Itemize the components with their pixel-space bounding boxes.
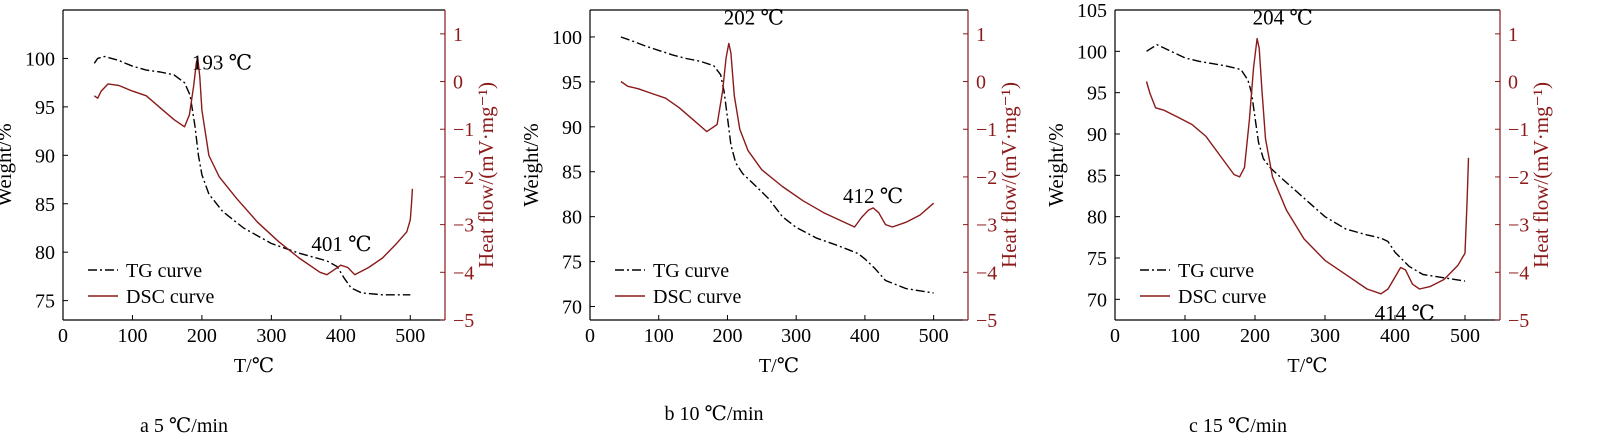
x-tick-label: 0 xyxy=(585,325,595,347)
x-axis-label: T/℃ xyxy=(1287,355,1327,377)
figure-caption: a 5 ℃/min xyxy=(140,415,228,437)
y-left-tick-label: 75 xyxy=(35,291,55,313)
x-tick-label: 100 xyxy=(644,325,674,347)
y-right-tick-label: 1 xyxy=(1508,24,1518,46)
dsc-curve-line xyxy=(620,42,935,228)
tg-curve-line xyxy=(1146,44,1466,282)
y-right-tick-label: −2 xyxy=(976,167,997,189)
x-tick-label: 200 xyxy=(187,325,217,347)
y-right-tick-label: −2 xyxy=(1508,167,1529,189)
dsc-curve-line xyxy=(93,57,414,276)
x-tick-label: 200 xyxy=(1240,325,1270,347)
y-right-tick-label: −1 xyxy=(453,119,474,141)
peak-annotation: 193 ℃ xyxy=(192,51,252,75)
tg-curve-line xyxy=(93,55,411,296)
y-left-tick-label: 70 xyxy=(1087,289,1107,311)
legend-label-tg: TG curve xyxy=(126,260,202,282)
peak-annotation: 204 ℃ xyxy=(1253,5,1313,29)
y-left-axis-label: Weight/% xyxy=(0,123,16,206)
y-right-tick-label: −2 xyxy=(453,167,474,189)
peak-annotation: 412 ℃ xyxy=(843,184,903,208)
x-tick-label: 0 xyxy=(58,325,68,347)
chart-panel-b: 0 100 200 300 400 500 70 75 80 85 90 95 100 −5 −4 −3 −2 −… xyxy=(519,5,1021,425)
x-tick-label: 100 xyxy=(1170,325,1200,347)
y-left-tick-label: 75 xyxy=(562,252,582,274)
x-axis-label: T/℃ xyxy=(234,355,274,377)
legend-label-dsc: DSC curve xyxy=(653,286,741,308)
y-right-tick-label: −5 xyxy=(453,310,474,332)
y-left-tick-label: 90 xyxy=(562,117,582,139)
y-left-tick-label: 80 xyxy=(1087,207,1107,229)
legend-label-dsc: DSC curve xyxy=(1178,286,1266,308)
x-tick-label: 300 xyxy=(781,325,811,347)
x-tick-label: 300 xyxy=(256,325,286,347)
y-right-tick-label: −3 xyxy=(1508,215,1529,237)
y-left-tick-label: 95 xyxy=(35,97,55,119)
x-tick-label: 500 xyxy=(1450,325,1480,347)
y-right-tick-label: −4 xyxy=(1508,262,1529,284)
peak-annotation: 202 ℃ xyxy=(724,5,784,29)
y-right-tick-label: −4 xyxy=(976,262,997,284)
y-left-tick-label: 95 xyxy=(1087,83,1107,105)
dsc-curve-line xyxy=(1145,37,1470,295)
x-tick-label: 400 xyxy=(1380,325,1410,347)
peak-annotation: 401 ℃ xyxy=(311,232,371,256)
y-left-tick-label: 80 xyxy=(562,207,582,229)
legend-label-dsc: DSC curve xyxy=(126,286,214,308)
x-tick-label: 400 xyxy=(326,325,356,347)
y-left-axis-label: Weight/% xyxy=(1044,123,1068,206)
chart-panel-c: 0 100 200 300 400 500 70 75 80 85 90 95 100 105 −5 −4 −3… xyxy=(1044,0,1553,437)
x-tick-label: 400 xyxy=(850,325,880,347)
y-right-tick-label: −5 xyxy=(1508,310,1529,332)
peak-annotation: 414 ℃ xyxy=(1375,301,1435,325)
y-left-tick-label: 100 xyxy=(552,27,582,49)
y-left-axis-label: Weight/% xyxy=(519,123,543,206)
y-right-tick-label: 0 xyxy=(453,72,463,94)
x-tick-label: 300 xyxy=(1310,325,1340,347)
y-right-axis-label: Heat flow/(mV·mg⁻¹) xyxy=(1529,82,1553,268)
figure-caption: b 10 ℃/min xyxy=(664,403,763,425)
y-left-tick-label: 100 xyxy=(25,48,55,70)
y-left-tick-label: 85 xyxy=(562,162,582,184)
y-right-axis-label: Heat flow/(mV·mg⁻¹) xyxy=(474,82,498,268)
x-tick-label: 100 xyxy=(117,325,147,347)
tg-curve-line xyxy=(620,36,934,294)
chart-panel-a: 0 100 200 300 400 500 75 80 85 90 95 100 −5 −4 −3 −2 −1 0… xyxy=(0,9,498,437)
x-axis-label: T/℃ xyxy=(759,355,799,377)
y-right-tick-label: 1 xyxy=(453,24,463,46)
y-left-tick-label: 95 xyxy=(562,72,582,94)
x-tick-label: 500 xyxy=(919,325,949,347)
y-right-tick-label: −3 xyxy=(976,215,997,237)
y-right-tick-label: 1 xyxy=(976,24,986,46)
y-right-tick-label: −4 xyxy=(453,262,474,284)
figure-caption: c 15 ℃/min xyxy=(1189,415,1287,437)
y-left-tick-label: 90 xyxy=(35,145,55,167)
y-left-tick-label: 105 xyxy=(1077,0,1107,22)
x-tick-label: 200 xyxy=(712,325,742,347)
y-left-tick-label: 70 xyxy=(562,297,582,319)
y-right-axis-label: Heat flow/(mV·mg⁻¹) xyxy=(997,82,1021,268)
legend-label-tg: TG curve xyxy=(1178,260,1254,282)
x-tick-label: 0 xyxy=(1110,325,1120,347)
y-left-tick-label: 75 xyxy=(1087,248,1107,270)
y-left-tick-label: 100 xyxy=(1077,41,1107,63)
y-right-tick-label: −1 xyxy=(976,119,997,141)
y-right-tick-label: −3 xyxy=(453,215,474,237)
y-right-tick-label: 0 xyxy=(976,72,986,94)
y-right-tick-label: −1 xyxy=(1508,119,1529,141)
y-right-tick-label: 0 xyxy=(1508,72,1518,94)
y-left-tick-label: 85 xyxy=(1087,165,1107,187)
y-right-tick-label: −5 xyxy=(976,310,997,332)
y-left-tick-label: 90 xyxy=(1087,124,1107,146)
x-tick-label: 500 xyxy=(395,325,425,347)
legend-label-tg: TG curve xyxy=(653,260,729,282)
y-left-tick-label: 85 xyxy=(35,194,55,216)
y-left-tick-label: 80 xyxy=(35,242,55,264)
